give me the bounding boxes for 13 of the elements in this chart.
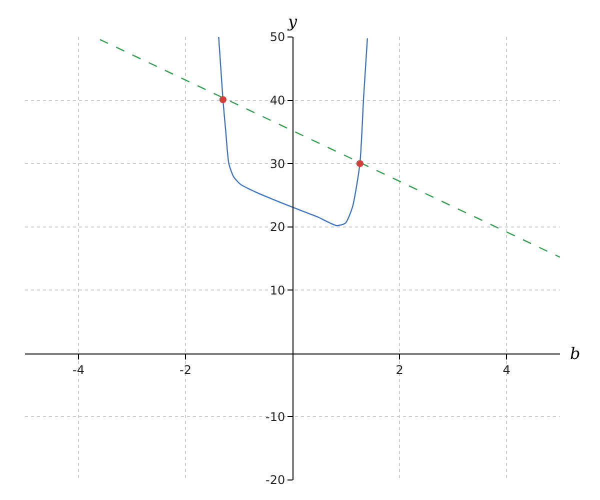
y-tick-label: 20 [270,220,286,234]
y-tick-label: 50 [270,30,286,44]
y-tick-label: 10 [270,283,286,298]
y-tick-label: 40 [270,93,286,108]
y-tick-label: 30 [270,156,286,171]
x-tick-label: -4 [72,362,84,377]
y-axis-title: y [287,12,298,31]
y-tick-label: -20 [265,473,286,488]
x-tick-label: 4 [502,362,510,377]
y-tick-label: -10 [265,410,286,424]
x-tick-label: 2 [396,362,404,377]
x-axis-title: b [570,344,580,363]
x-tick-label: -2 [180,362,192,377]
